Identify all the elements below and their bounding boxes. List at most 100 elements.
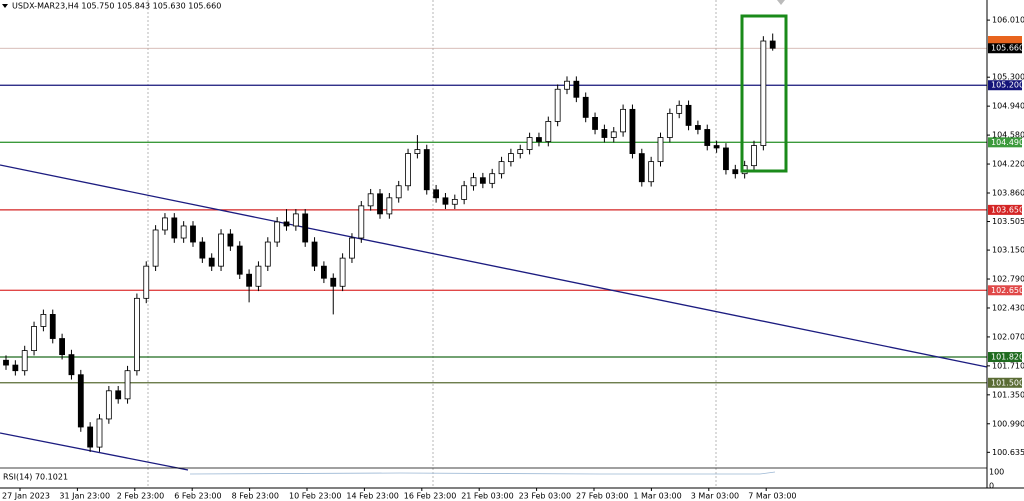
x-tick-label: 31 Jan 23:00 [59,492,110,501]
candle-body [143,265,150,299]
candle-body [433,189,440,199]
candle-body [124,370,131,400]
x-tick-label: 27 Feb 03:00 [576,492,628,501]
candle-body [676,104,683,114]
candle-body [180,225,187,239]
candle-body [264,241,271,267]
candle-body [208,257,215,267]
level-box [988,285,1022,296]
rsi-line-faint [189,471,776,475]
shift-marker [777,0,785,5]
rsi-tick-label: 0 [989,482,994,491]
x-tick-label: 14 Feb 23:00 [346,492,398,501]
candle-body [564,80,570,90]
level-label: 101.500 [991,378,1024,387]
trend-line [0,164,988,368]
candle-body [517,149,524,154]
highlight-box [740,14,788,173]
candle-body [713,145,720,149]
candle-body [255,265,262,287]
y-tick-label: 106.010 [992,16,1024,25]
candle-body [592,117,598,130]
level-box [988,80,1022,91]
x-tick-label: 8 Feb 23:00 [232,492,279,501]
candle-body [21,350,28,372]
candle-body [573,80,580,98]
x-tick-label: 2 Feb 23:00 [117,492,164,501]
level-box [988,137,1022,148]
candle-body [498,161,505,175]
candle-body [330,277,337,287]
chart-title: USDX-MAR23,H4 105.750 105.843 105.630 10… [12,2,221,11]
level-box [988,352,1022,363]
candle-body [582,96,589,118]
candle-body [536,137,542,142]
candle-body [610,131,617,138]
candle-body [648,161,655,183]
candle-body [769,40,776,49]
candle-body [349,237,355,259]
candle-body [461,185,468,200]
candles [3,33,776,452]
rsi-label: RSI(14) 70.1021 [3,473,68,482]
candle-body [760,40,767,146]
y-tick-label: 105.300 [992,73,1024,82]
level-box [988,204,1022,215]
y-tick-label: 101.350 [992,390,1024,399]
rsi-tick-label: 100 [989,468,1004,477]
candle-body [479,177,486,184]
candle-body [31,326,37,351]
candle-body [414,149,421,154]
current-price-box [988,43,1022,54]
candle-body [302,213,309,243]
candle-body [227,233,234,247]
x-tick-label: 10 Feb 23:00 [289,492,341,501]
menu-arrow[interactable] [2,4,8,8]
candle-body [40,314,47,327]
axis: 106.010 105.300 104.940 104.580 104.220 103.8… [2,16,1024,501]
candle-body [218,233,224,267]
level-label: 103.650 [991,205,1024,214]
y-tick-label: 102.790 [992,275,1024,284]
candle-body [732,169,739,175]
candle-body [87,426,94,448]
candle-body [77,374,84,428]
candle-body [554,88,561,122]
level-label: 105.200 [991,81,1024,90]
candle-body [395,185,402,199]
candle-body [105,390,112,420]
x-tick-label: 6 Feb 23:00 [174,492,221,501]
candle-body [246,273,253,287]
candle-body [367,193,374,207]
candle-body [96,418,103,448]
x-tick-label: 1 Mar 03:00 [633,492,681,501]
y-tick-label: 103.150 [992,246,1024,255]
x-tick-label: 7 Mar 03:00 [748,492,796,501]
x-tick-label: 3 Mar 03:00 [691,492,739,501]
candle-body [311,241,318,267]
candle-body [405,153,411,187]
candle-body [620,108,626,133]
y-tick-label: 100.990 [992,419,1024,428]
y-tick-label: 104.220 [992,160,1024,169]
candle-body [12,364,19,372]
y-tick-label: 103.860 [992,188,1024,197]
candle-body [190,225,196,243]
level-label: 102.650 [991,286,1024,295]
candle-body [423,149,430,191]
level-box [988,377,1022,388]
candle-body [629,108,636,154]
level-label: 101.820 [991,353,1024,362]
candle-body [386,197,393,215]
candle-body [489,173,496,184]
candle-body [133,297,140,372]
candle-body [115,390,122,400]
candle-body [339,257,346,287]
candle-body [171,217,178,239]
level-label: 104.490 [991,138,1024,147]
levels [0,47,987,384]
candle-body [545,121,552,142]
current-price-label: 105.660 [991,44,1024,53]
candle-body [526,137,533,150]
